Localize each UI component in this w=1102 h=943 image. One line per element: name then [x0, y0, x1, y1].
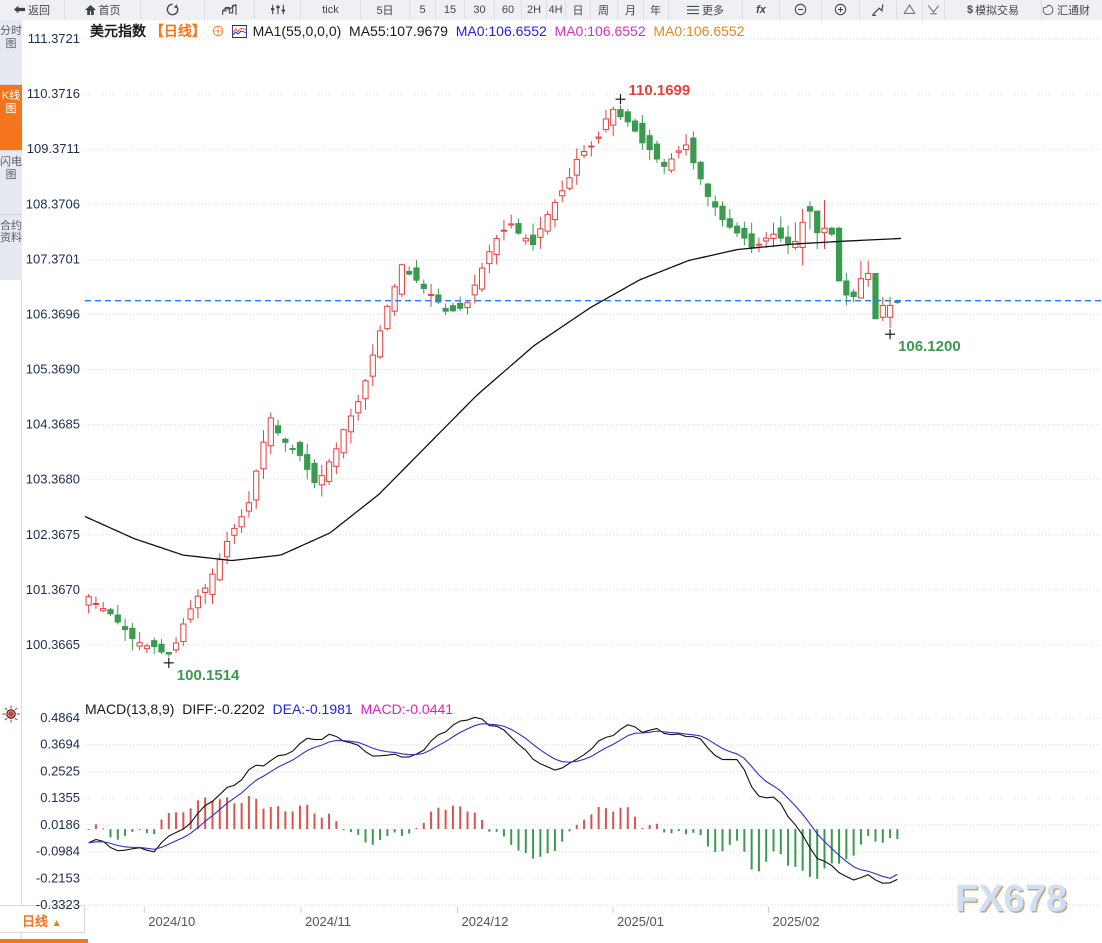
svg-text:2024/10: 2024/10 — [148, 914, 195, 929]
svg-text:101.3670: 101.3670 — [26, 582, 80, 597]
svg-text:104.3685: 104.3685 — [26, 417, 80, 432]
svg-text:110.1699: 110.1699 — [629, 82, 691, 99]
svg-text:0.4864: 0.4864 — [40, 710, 80, 725]
svg-text:-0.2153: -0.2153 — [36, 870, 80, 885]
svg-text:109.3711: 109.3711 — [27, 141, 80, 156]
svg-text:100.3665: 100.3665 — [26, 637, 80, 652]
svg-text:0.0186: 0.0186 — [40, 817, 80, 832]
svg-text:2025/02: 2025/02 — [773, 914, 820, 929]
svg-text:110.3716: 110.3716 — [27, 86, 80, 101]
svg-text:106.3696: 106.3696 — [26, 307, 80, 322]
svg-text:-0.0984: -0.0984 — [36, 844, 80, 859]
svg-text:0.3694: 0.3694 — [40, 737, 80, 752]
svg-text:0.1355: 0.1355 — [40, 790, 80, 805]
svg-text:107.3701: 107.3701 — [26, 251, 80, 266]
svg-text:105.3690: 105.3690 — [26, 362, 80, 377]
svg-text:108.3706: 108.3706 — [26, 196, 80, 211]
svg-text:100.1514: 100.1514 — [177, 667, 240, 684]
svg-text:0.2525: 0.2525 — [40, 763, 80, 778]
svg-text:2025/01: 2025/01 — [617, 914, 664, 929]
svg-text:111.3721: 111.3721 — [28, 31, 80, 46]
svg-text:103.3680: 103.3680 — [26, 472, 80, 487]
svg-text:102.3675: 102.3675 — [26, 527, 80, 542]
svg-text:2024/11: 2024/11 — [305, 914, 351, 929]
svg-text:2024/12: 2024/12 — [462, 914, 509, 929]
svg-text:-0.3323: -0.3323 — [36, 897, 80, 912]
svg-text:106.1200: 106.1200 — [898, 338, 961, 355]
